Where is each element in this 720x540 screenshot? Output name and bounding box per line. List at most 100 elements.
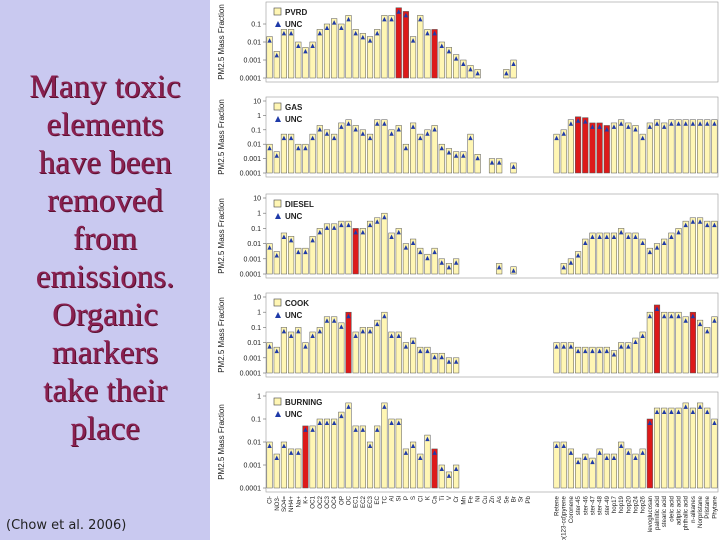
bar [438, 258, 445, 275]
y-tick-label: 0.001 [243, 463, 261, 470]
bar [603, 453, 610, 489]
bar [711, 119, 718, 174]
legend-unc-label: UNC [285, 20, 303, 29]
bar [352, 125, 359, 174]
unc-marker [683, 121, 688, 126]
unc-marker [296, 145, 301, 151]
unc-marker [410, 38, 416, 43]
unc-marker [267, 145, 272, 151]
plot-frame [265, 292, 719, 378]
bar [467, 133, 474, 174]
bar [596, 232, 603, 275]
bar [553, 133, 560, 174]
unc-marker [382, 404, 387, 409]
bar [410, 441, 417, 489]
unc-marker [575, 348, 581, 354]
bar [316, 228, 323, 275]
unc-marker [367, 328, 373, 334]
unc-marker [310, 43, 315, 48]
unc-marker [683, 318, 688, 323]
unc-marker [353, 229, 358, 235]
bar [453, 258, 460, 275]
unc-marker [583, 240, 588, 246]
unc-marker [554, 344, 559, 349]
unc-marker [618, 229, 624, 235]
unc-marker [676, 409, 681, 415]
bar [331, 418, 338, 489]
unc-marker [346, 404, 351, 409]
unc-marker [568, 121, 574, 126]
bar [352, 425, 359, 489]
x-tick-label: P [403, 496, 410, 500]
unc-marker [575, 118, 581, 123]
unc-marker [317, 328, 323, 334]
y-tick-label: 0.01 [247, 241, 261, 248]
bar [359, 129, 366, 174]
legend-unc-label: UNC [285, 212, 303, 221]
unc-marker [360, 328, 366, 334]
bar [610, 122, 618, 174]
bar [467, 65, 474, 79]
y-tick-label: 1 [257, 113, 261, 120]
bar [424, 434, 431, 489]
unc-marker [453, 466, 459, 471]
bar [359, 228, 366, 275]
x-tick-label: Phytane [711, 495, 718, 518]
bar [381, 119, 388, 174]
unc-marker [446, 359, 452, 364]
unc-marker [353, 30, 358, 36]
unc-marker [446, 150, 452, 155]
unc-marker [389, 131, 394, 136]
x-tick-label: ster-45 [575, 495, 582, 515]
bar [374, 319, 381, 374]
y-tick-label: 0.01 [247, 440, 261, 447]
bar [424, 346, 431, 374]
bar [438, 41, 445, 79]
bar [288, 29, 295, 79]
unc-marker [690, 313, 696, 319]
unc-marker [618, 443, 624, 448]
legend-unc-marker [275, 116, 281, 122]
unc-marker [281, 443, 287, 448]
bar [445, 357, 453, 374]
bar [653, 119, 661, 174]
bar [646, 122, 653, 174]
x-tick-label: SO4= [281, 496, 288, 512]
unc-marker [654, 306, 660, 311]
bar [697, 402, 704, 489]
bar [316, 29, 323, 79]
bar [474, 154, 481, 174]
unc-marker [410, 443, 416, 448]
bar [438, 352, 445, 374]
unc-marker [375, 427, 380, 432]
legend-label: COOK [285, 299, 309, 308]
y-axis-label: PM2.5 Mass Fraction [217, 404, 226, 480]
unc-marker [339, 222, 344, 228]
bar [273, 251, 280, 275]
unc-marker [353, 427, 358, 432]
unc-marker [331, 225, 337, 230]
x-tick-label: adipic acid [676, 495, 683, 525]
legend-unc-label: UNC [285, 410, 303, 419]
unc-marker [597, 234, 602, 239]
unc-marker [317, 30, 323, 36]
bar [366, 220, 374, 275]
legend-unc-label: UNC [285, 115, 303, 124]
legend-label: PVRD [285, 8, 307, 17]
bar [402, 342, 409, 374]
bar [625, 448, 632, 489]
bar [675, 407, 682, 489]
bar [280, 133, 287, 174]
unc-marker [439, 354, 444, 360]
bar [625, 122, 632, 174]
bar [359, 327, 366, 374]
bar [424, 253, 431, 275]
unc-marker [461, 61, 466, 66]
unc-marker [561, 443, 566, 448]
bar [374, 425, 381, 489]
headline-line: have been [38, 145, 172, 181]
unc-marker [633, 455, 638, 461]
bar [431, 125, 438, 174]
unc-marker [461, 153, 466, 158]
unc-marker [360, 131, 366, 136]
